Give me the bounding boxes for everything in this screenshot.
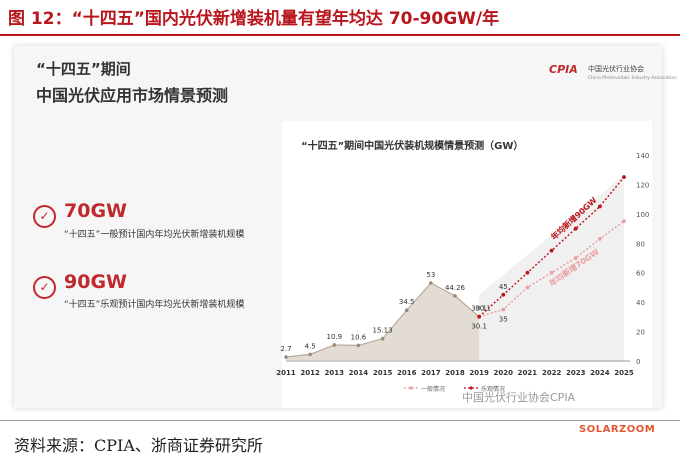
- scenario-optimistic-desc: “十四五”乐观预计国内年均光伏新增装机规模: [64, 300, 245, 310]
- y-tick-label: 0: [636, 358, 640, 366]
- history-area: [286, 283, 480, 361]
- history-data-label: 34.5: [399, 298, 415, 306]
- history-point: [404, 308, 409, 313]
- forecast-point: [525, 270, 530, 275]
- x-tick-label: 2025: [614, 369, 634, 377]
- x-tick-label: 2024: [590, 369, 610, 377]
- y-tick-label: 100: [636, 211, 649, 219]
- y-tick-label: 40: [636, 299, 645, 307]
- y-tick-label: 20: [636, 329, 645, 337]
- history-data-label: 15.13: [373, 327, 393, 335]
- y-tick-label: 60: [636, 270, 645, 278]
- scenario-optimistic-value: 90GW: [64, 271, 127, 293]
- y-tick-label: 140: [636, 152, 649, 160]
- forecast-point: [622, 219, 626, 224]
- forecast-point: [549, 248, 554, 253]
- watermark: 中国光伏行业协会CPIA: [462, 391, 576, 404]
- legend-marker: [409, 386, 413, 390]
- x-tick-label: 2013: [325, 369, 345, 377]
- history-point: [429, 281, 433, 285]
- forecast-point: [597, 236, 602, 241]
- forecast-point: [597, 204, 602, 209]
- history-data-label: 10.6: [351, 333, 367, 341]
- history-data-label: 30.1: [475, 305, 491, 313]
- x-tick-label: 2018: [445, 369, 465, 377]
- x-tick-label: 2015: [373, 369, 393, 377]
- forecast-data-label: 45: [499, 283, 508, 291]
- history-point: [380, 336, 385, 341]
- cpia-logo: CPIA: [549, 63, 578, 76]
- history-data-label: 4.5: [305, 342, 316, 350]
- history-data-label: 10.9: [326, 333, 342, 341]
- footer-divider: [0, 420, 680, 421]
- forecast-data-label: 35: [499, 316, 508, 324]
- forecast-point: [622, 175, 626, 179]
- x-tick-label: 2014: [349, 369, 369, 377]
- legend-entry: 乐观情况: [481, 385, 505, 393]
- check-circle-icon: ✓: [33, 205, 56, 228]
- forecast-point: [525, 285, 530, 290]
- slide-title-period: “十四五”期间: [36, 60, 131, 78]
- scenario-conservative-value: 70GW: [64, 200, 127, 222]
- forecast-point: [573, 226, 578, 231]
- history-point: [453, 294, 457, 298]
- y-tick-label: 80: [636, 240, 645, 248]
- legend-marker: [469, 386, 473, 390]
- forecast-point: [501, 292, 506, 297]
- forecast-point: [477, 314, 482, 319]
- x-tick-label: 2017: [421, 369, 441, 377]
- forecast-shade: [479, 175, 624, 361]
- x-tick-label: 2012: [300, 369, 320, 377]
- history-data-label: 2.7: [280, 345, 291, 353]
- history-point: [308, 352, 312, 357]
- scenario-conservative-desc: “十四五”一般预计国内年均光伏新增装机规模: [64, 230, 245, 240]
- history-point: [356, 343, 361, 348]
- org-name-en: China Photovoltaic Industry Association: [588, 76, 678, 81]
- forecast-data-label: 30.1: [471, 323, 487, 331]
- forecast-point: [501, 307, 506, 312]
- forecast-point: [573, 256, 578, 260]
- check-circle-icon: ✓: [33, 276, 56, 299]
- chart-title: “十四五”期间中国光伏装机规模情景预测（GW）: [301, 141, 524, 152]
- history-point: [284, 355, 288, 359]
- x-tick-label: 2022: [542, 369, 562, 377]
- x-tick-label: 2011: [276, 369, 296, 377]
- history-data-label: 44.26: [445, 284, 466, 292]
- x-tick-label: 2020: [494, 369, 514, 377]
- x-tick-label: 2016: [397, 369, 417, 377]
- source-note: 资料来源：CPIA、浙商证券研究所: [14, 436, 263, 455]
- legend-entry: 一般情况: [421, 385, 445, 393]
- y-tick-label: 120: [636, 181, 649, 189]
- forecast-data-label: 30.1: [471, 305, 487, 313]
- slide-title-main: 中国光伏应用市场情景预测: [36, 86, 229, 105]
- history-data-label: 53: [426, 271, 435, 279]
- forecast-point: [549, 270, 554, 275]
- x-tick-label: 2021: [518, 369, 538, 377]
- figure-title: 图 12：“十四五”国内光伏新增装机量有望年均达 70-90GW/年: [8, 9, 500, 29]
- solarzoom-brand: SOLARZOOM: [579, 424, 656, 435]
- org-name: 中国光伏行业协会: [588, 65, 644, 73]
- x-tick-label: 2019: [469, 369, 489, 377]
- history-point: [332, 343, 337, 347]
- title-divider: [0, 34, 680, 36]
- x-tick-label: 2023: [566, 369, 586, 377]
